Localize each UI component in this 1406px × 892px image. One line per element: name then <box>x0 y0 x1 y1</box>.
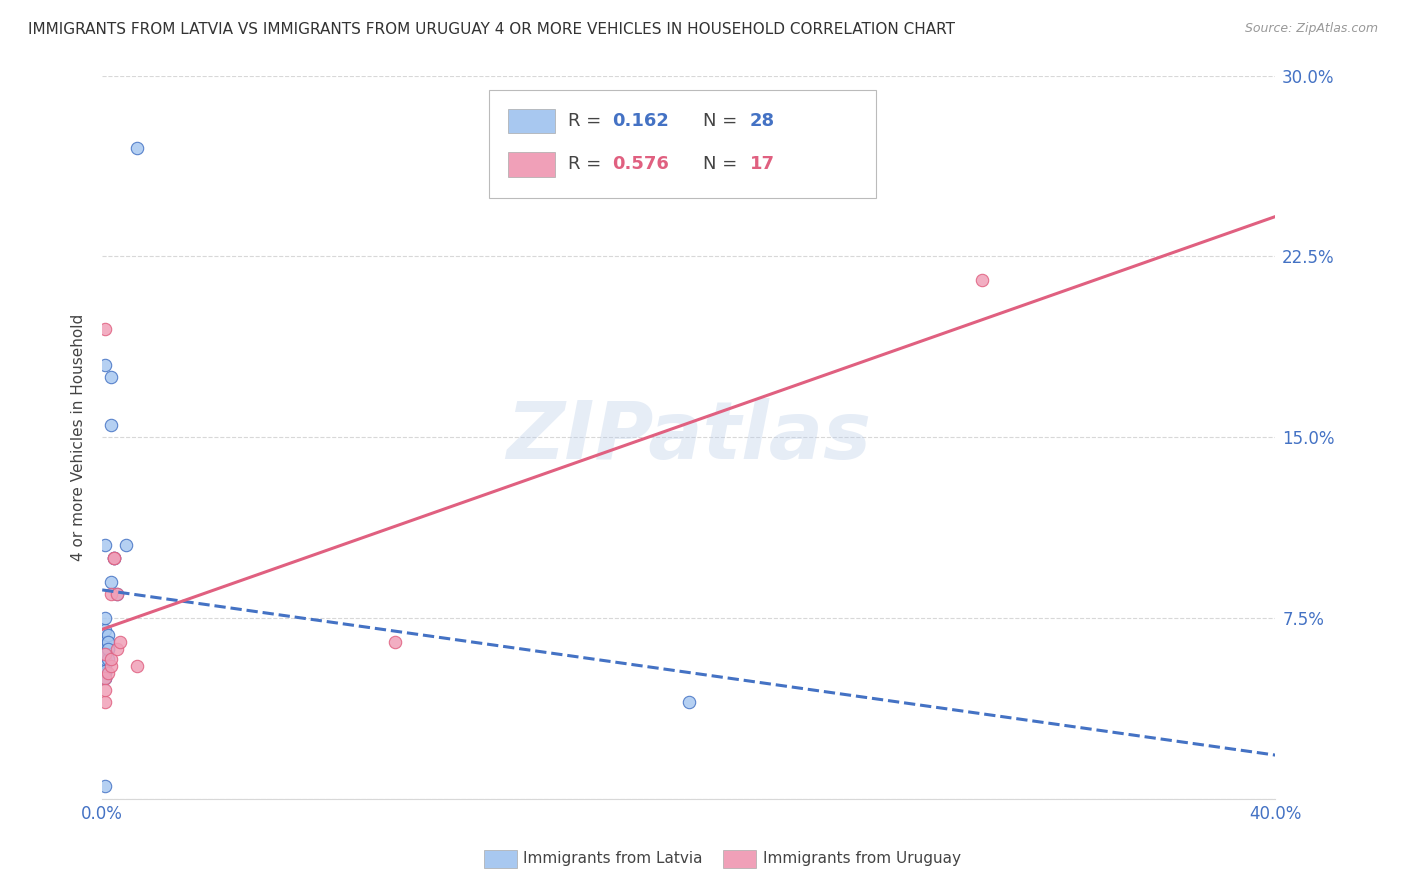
Point <box>105 642 128 657</box>
Point <box>94 780 117 794</box>
Point <box>97 642 120 657</box>
Point <box>108 635 131 649</box>
Point <box>100 417 122 432</box>
Text: Immigrants from Uruguay: Immigrants from Uruguay <box>763 852 962 866</box>
Point <box>94 647 117 661</box>
Text: ZIPatlas: ZIPatlas <box>506 398 872 476</box>
Y-axis label: 4 or more Vehicles in Household: 4 or more Vehicles in Household <box>72 313 86 561</box>
Point <box>100 587 122 601</box>
Point <box>94 358 117 372</box>
Point <box>94 664 117 678</box>
Point <box>94 652 117 666</box>
Point <box>94 611 117 625</box>
FancyBboxPatch shape <box>508 153 555 177</box>
Text: 17: 17 <box>749 155 775 173</box>
Text: N =: N = <box>703 112 742 130</box>
Point <box>103 550 125 565</box>
Point <box>384 635 406 649</box>
Point <box>103 550 125 565</box>
Point <box>100 369 122 384</box>
Point <box>94 695 117 709</box>
Point <box>678 695 700 709</box>
Point <box>97 666 120 681</box>
Point <box>94 666 117 681</box>
Text: 0.162: 0.162 <box>613 112 669 130</box>
FancyBboxPatch shape <box>489 90 876 198</box>
Point <box>100 574 122 589</box>
Text: R =: R = <box>568 155 607 173</box>
Point <box>94 539 117 553</box>
Point <box>105 587 128 601</box>
Text: Immigrants from Latvia: Immigrants from Latvia <box>523 852 703 866</box>
Point <box>127 659 149 673</box>
Point <box>127 141 149 155</box>
FancyBboxPatch shape <box>508 109 555 134</box>
Point <box>97 652 120 666</box>
Text: IMMIGRANTS FROM LATVIA VS IMMIGRANTS FROM URUGUAY 4 OR MORE VEHICLES IN HOUSEHOL: IMMIGRANTS FROM LATVIA VS IMMIGRANTS FRO… <box>28 22 955 37</box>
Point <box>94 321 117 335</box>
Text: N =: N = <box>703 155 742 173</box>
Point <box>97 635 120 649</box>
Point <box>94 671 117 685</box>
Point <box>94 671 117 685</box>
Point <box>103 550 125 565</box>
Text: 0.576: 0.576 <box>613 155 669 173</box>
Point <box>100 659 122 673</box>
Point <box>94 671 117 685</box>
Point <box>97 635 120 649</box>
Point <box>97 642 120 657</box>
Point <box>105 587 128 601</box>
Point <box>94 623 117 637</box>
Point <box>100 652 122 666</box>
Text: 28: 28 <box>749 112 775 130</box>
Point <box>94 683 117 698</box>
Point <box>103 550 125 565</box>
Point <box>94 635 117 649</box>
Point <box>94 647 117 661</box>
Text: R =: R = <box>568 112 607 130</box>
Text: Source: ZipAtlas.com: Source: ZipAtlas.com <box>1244 22 1378 36</box>
Point <box>114 539 136 553</box>
Point <box>970 273 993 287</box>
Point <box>94 659 117 673</box>
Point <box>97 627 120 641</box>
